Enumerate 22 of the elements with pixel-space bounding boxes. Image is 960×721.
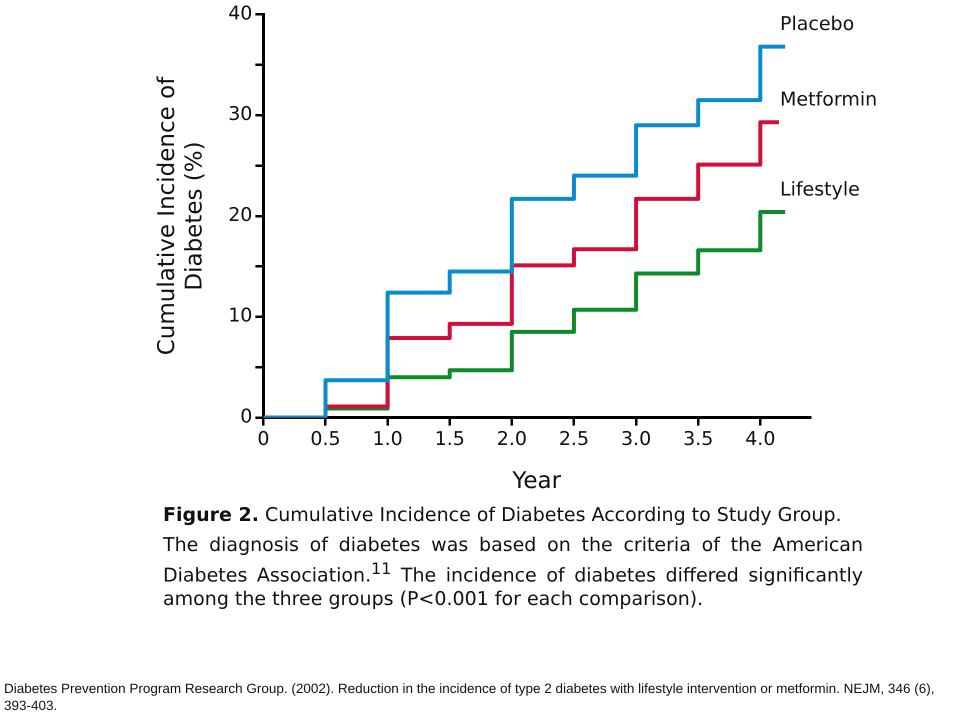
text: The diagnosis of diabetes was based on the criteria of the American Diabetes Association.$^{11}$ The incidence of diabetes differed significantly among the three groups (P<0.001 for each comparison).: [163, 533, 863, 612]
x-tick-label: 2.0: [496, 428, 527, 450]
x-tick-label: 1.0: [372, 428, 403, 450]
x-tick-label: 2.5: [558, 428, 590, 450]
x-tick-label: 0.5: [310, 428, 341, 450]
x-tick-label: 3.5: [683, 428, 714, 450]
y-tick-label: 0: [240, 406, 252, 428]
y-tick-label: 40: [228, 2, 252, 24]
series-label: Metformin: [780, 88, 878, 111]
y-tick-label: 20: [228, 204, 252, 226]
x-tick-label: 4.0: [745, 428, 776, 450]
series-label: Lifestyle: [780, 178, 860, 200]
x-tick-label: 3.0: [620, 428, 652, 450]
text: Diabetes Prevention Program Research Group. (2002). Reduction in the incidence of type 2 diabetes with lifestyle intervention or metformin. NEJM, 346 (6), 393-403.: [4, 680, 936, 714]
x-axis-title: Year: [511, 468, 562, 494]
y-axis-title: Cumulative Incidence of Diabetes (%): [154, 76, 208, 356]
x-tick-label: 1.5: [434, 428, 465, 450]
x-tick-label: 0: [257, 428, 270, 450]
text: Figure 2. Cumulative Incidence of Diabetes According to Study Group.: [163, 503, 843, 527]
series-label: Placebo: [780, 13, 854, 36]
y-tick-label: 10: [228, 304, 252, 327]
y-tick-label: 30: [228, 103, 252, 126]
